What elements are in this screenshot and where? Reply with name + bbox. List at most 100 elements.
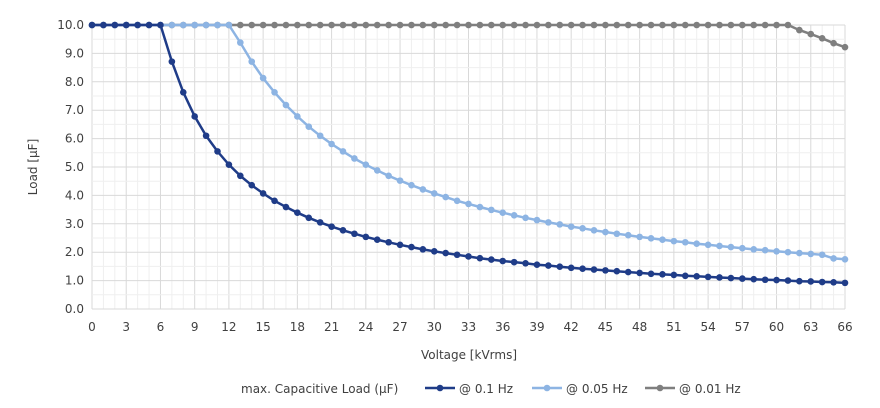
data-point: [704, 21, 712, 29]
data-point: [465, 21, 472, 29]
data-point: [522, 259, 529, 267]
y-tick-label: 4.0: [65, 188, 84, 202]
data-point: [716, 242, 723, 250]
data-point: [179, 89, 187, 96]
data-point: [796, 249, 803, 257]
x-tick-label: 33: [461, 320, 476, 334]
data-point: [351, 230, 358, 238]
y-tick-label: 7.0: [65, 103, 84, 117]
x-tick-label: 39: [529, 320, 544, 334]
data-point: [408, 21, 415, 29]
data-point: [214, 21, 221, 29]
data-point: [328, 140, 335, 148]
data-point: [773, 21, 780, 29]
data-point: [727, 21, 735, 29]
data-point: [681, 21, 689, 29]
data-point: [122, 21, 130, 29]
data-point: [579, 225, 586, 232]
data-point: [533, 21, 541, 29]
data-point: [716, 21, 723, 29]
data-point: [259, 21, 267, 29]
data-point: [716, 274, 723, 281]
x-tick-label: 12: [221, 320, 236, 334]
data-point: [488, 256, 495, 263]
data-point: [761, 276, 769, 284]
data-point: [316, 21, 324, 29]
legend-marker: [543, 384, 551, 392]
data-point: [624, 231, 632, 239]
data-point: [761, 246, 769, 254]
data-point: [841, 43, 849, 51]
x-tick-label: 45: [598, 320, 613, 334]
data-point: [522, 21, 529, 29]
data-point: [830, 279, 837, 286]
data-point: [807, 30, 815, 38]
data-point: [659, 236, 666, 244]
data-point: [636, 21, 643, 29]
data-point: [556, 263, 564, 270]
data-point: [396, 21, 404, 29]
y-tick-label: 0.0: [65, 302, 84, 316]
x-tick-label: 0: [88, 320, 96, 334]
data-point: [590, 21, 598, 29]
data-point: [818, 251, 826, 259]
data-point: [533, 216, 541, 224]
legend-label: @ 0.1 Hz: [459, 382, 513, 396]
data-point: [362, 21, 370, 29]
legend-title: max. Capacitive Load (µF): [241, 382, 398, 396]
data-point: [693, 21, 700, 29]
data-point: [784, 277, 792, 284]
data-point: [499, 21, 507, 29]
data-point: [259, 190, 267, 197]
y-tick-label: 10.0: [57, 18, 84, 32]
data-point: [442, 193, 449, 201]
data-point: [647, 270, 655, 278]
data-point: [739, 275, 746, 282]
data-point: [271, 197, 278, 205]
data-point: [396, 177, 404, 184]
data-point: [248, 58, 256, 65]
data-point: [316, 132, 324, 140]
data-point: [773, 248, 780, 255]
data-point: [488, 206, 495, 214]
y-tick-label: 8.0: [65, 75, 84, 89]
legend-item: @ 0.1 Hz: [425, 382, 513, 396]
data-point: [385, 21, 392, 29]
x-tick-label: 27: [392, 320, 407, 334]
data-point: [750, 21, 758, 29]
legend-label: @ 0.01 Hz: [679, 382, 741, 396]
data-point: [191, 113, 198, 120]
data-point: [579, 21, 586, 29]
data-point: [830, 39, 837, 47]
data-point: [647, 234, 655, 242]
tick-labels: 0 3 6 9 12 15 18 21 24 27 30 33 36 39 42 45 48 51 54 57 60 63…: [57, 18, 852, 334]
data-point: [556, 221, 564, 228]
y-tick-label: 2.0: [65, 245, 84, 259]
data-point: [168, 21, 176, 29]
data-point: [214, 148, 221, 155]
x-tick-label: 42: [564, 320, 579, 334]
legend-marker: [436, 384, 444, 392]
x-tick-label: 24: [358, 320, 373, 334]
data-point: [510, 21, 518, 29]
data-point: [362, 161, 370, 169]
data-point: [465, 200, 472, 208]
data-point: [545, 219, 552, 226]
data-point: [248, 21, 256, 29]
y-tick-label: 5.0: [65, 160, 84, 174]
data-point: [590, 227, 598, 234]
series-0-1-Hz: [88, 21, 849, 287]
data-point: [670, 271, 678, 279]
legend: @ 0.1 Hz @ 0.05 Hz @ 0.01 Hz: [425, 382, 741, 396]
data-point: [704, 241, 712, 249]
data-point: [294, 209, 301, 217]
data-point: [681, 238, 689, 246]
data-point: [636, 269, 643, 277]
data-point: [282, 21, 290, 29]
data-point: [373, 21, 381, 29]
data-point: [259, 74, 267, 82]
data-point: [396, 241, 404, 249]
data-point: [841, 255, 849, 263]
data-point: [237, 172, 244, 180]
